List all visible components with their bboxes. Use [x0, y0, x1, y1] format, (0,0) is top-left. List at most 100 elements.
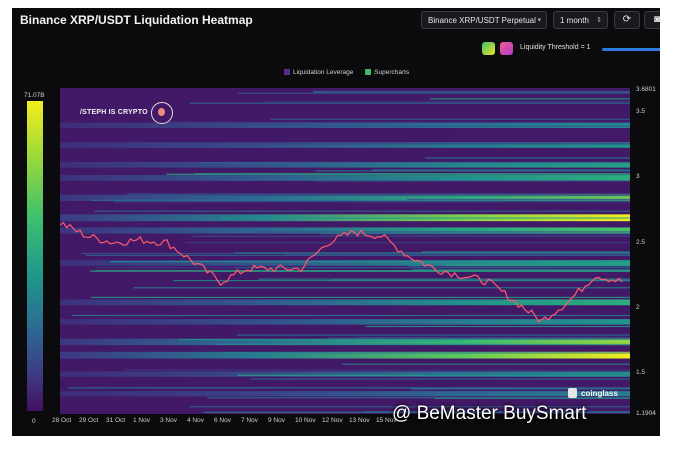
- liquidity-band: [60, 351, 630, 359]
- threshold-slider[interactable]: [602, 48, 660, 51]
- threshold-control: Liquidity Threshold = 1: [482, 41, 660, 57]
- liquidity-line: [315, 180, 630, 182]
- x-tick-label: 10 Nov: [295, 417, 316, 424]
- liquidity-line: [94, 210, 630, 212]
- liquidity-line: [445, 264, 630, 266]
- pair-select[interactable]: Binance XRP/USDT Perpetual ▾: [421, 11, 547, 29]
- stepper-icon: ⇕: [596, 17, 602, 24]
- liquidity-line: [270, 118, 630, 120]
- liquidity-band: [60, 142, 630, 148]
- threshold-label: Liquidity Threshold = 1: [520, 44, 591, 51]
- liquidity-band: [60, 227, 630, 234]
- x-tick-label: 6 Nov: [214, 417, 231, 424]
- x-tick-label: 31 Oct: [106, 417, 126, 424]
- price-line: [60, 221, 623, 323]
- range-select[interactable]: 1 month ⇕: [553, 11, 608, 29]
- colorbar: [27, 101, 43, 411]
- liquidity-line: [424, 157, 630, 159]
- y-tick-label: 3.6801: [636, 86, 656, 93]
- liquidity-line: [185, 241, 630, 244]
- liquidity-line: [412, 269, 630, 271]
- coinglass-logo-icon: [568, 388, 577, 398]
- liquidity-line: [220, 217, 630, 219]
- heatmap-background: [60, 88, 630, 414]
- x-tick-label: 15 Nov: [376, 417, 397, 424]
- liquidity-line: [90, 296, 630, 299]
- alt-theme-icon[interactable]: [500, 42, 513, 55]
- heatmap-plot[interactable]: [60, 88, 630, 414]
- heatmap-window: Binance XRP/USDT Liquidation Heatmap Bin…: [12, 8, 660, 436]
- liquidity-line: [421, 251, 630, 253]
- liquidity-line: [342, 363, 630, 365]
- liquidity-line: [114, 201, 630, 203]
- liquidity-line: [331, 279, 630, 281]
- liquidity-line: [356, 336, 630, 339]
- liquidity-line: [200, 162, 630, 164]
- liquidity-line: [194, 173, 630, 175]
- liquidity-line: [191, 235, 630, 237]
- liquidity-line: [406, 198, 630, 200]
- screenshot-button[interactable]: ◙: [644, 11, 660, 29]
- x-tick-label: 29 Oct: [79, 417, 99, 424]
- liquidity-line: [396, 143, 630, 145]
- liquidity-band: [60, 338, 630, 346]
- liquidity-line: [227, 352, 630, 354]
- liquidity-line: [217, 343, 630, 346]
- liquidity-line: [429, 98, 630, 100]
- camera-icon: ◙: [653, 14, 660, 25]
- liquidity-line: [236, 334, 630, 336]
- liquidity-line: [172, 194, 630, 197]
- liquidity-band: [60, 319, 630, 325]
- liquidity-line: [283, 254, 630, 256]
- liquidity-line: [372, 169, 630, 171]
- liquidity-band: [60, 299, 630, 306]
- legend: Liquidation Leverage Supercharts: [284, 69, 419, 76]
- colorbar-min-label: 0: [32, 418, 36, 425]
- liquidity-line: [85, 254, 630, 257]
- liquidity-line: [127, 143, 630, 145]
- legend-item-leverage[interactable]: Liquidation Leverage: [284, 69, 355, 76]
- liquidity-line: [189, 102, 630, 104]
- liquidity-line: [90, 199, 630, 201]
- liquidity-line: [189, 406, 630, 408]
- y-tick-label: 2.5: [636, 238, 646, 246]
- liquidity-line: [127, 193, 630, 195]
- refresh-button[interactable]: ⟳: [614, 11, 640, 29]
- liquidity-line: [125, 369, 630, 371]
- liquidity-band: [60, 161, 630, 168]
- legend-label-leverage: Liquidation Leverage: [293, 69, 354, 76]
- x-tick-label: 4 Nov: [187, 417, 204, 424]
- liquidity-line: [237, 92, 630, 94]
- x-tick-label: 12 Nov: [322, 417, 343, 424]
- x-tick-label: 1 Nov: [133, 417, 150, 424]
- y-tick-label: 3: [636, 173, 640, 181]
- x-tick-label: 9 Nov: [268, 417, 285, 424]
- top-bar: Binance XRP/USDT Liquidation Heatmap Bin…: [12, 8, 660, 34]
- legend-item-supercharts[interactable]: Supercharts: [365, 69, 409, 76]
- liquidity-line: [408, 265, 630, 267]
- legend-label-supercharts: Supercharts: [374, 69, 410, 76]
- chevron-down-icon: ▾: [537, 17, 541, 24]
- y-tick-label: 3.5: [636, 107, 646, 115]
- bemaster-watermark: @ BeMaster BuySmart: [392, 403, 587, 424]
- liquidity-band: [60, 391, 630, 397]
- liquidity-line: [247, 125, 630, 127]
- liquidity-line: [250, 378, 630, 380]
- liquidity-line: [207, 397, 630, 399]
- liquidity-line: [365, 325, 630, 328]
- liquidity-band: [60, 371, 630, 377]
- y-tick-label: 1.5: [636, 369, 646, 377]
- range-select-value: 1 month: [560, 16, 589, 25]
- liquidity-line: [320, 233, 630, 235]
- legend-swatch-supercharts: [365, 69, 372, 75]
- colorbar-max-label: 71.07B: [24, 92, 45, 99]
- liquidity-line: [133, 287, 630, 289]
- liquidity-line: [178, 338, 630, 341]
- liquidity-line: [71, 314, 630, 317]
- y-tick-label: 1.1904: [636, 410, 656, 417]
- liquidity-line: [165, 121, 630, 124]
- coinglass-watermark: coinglass: [581, 389, 618, 398]
- liquidity-line: [90, 270, 630, 272]
- gradient-theme-icon[interactable]: [482, 42, 495, 55]
- pair-select-value: Binance XRP/USDT Perpetual: [428, 16, 536, 25]
